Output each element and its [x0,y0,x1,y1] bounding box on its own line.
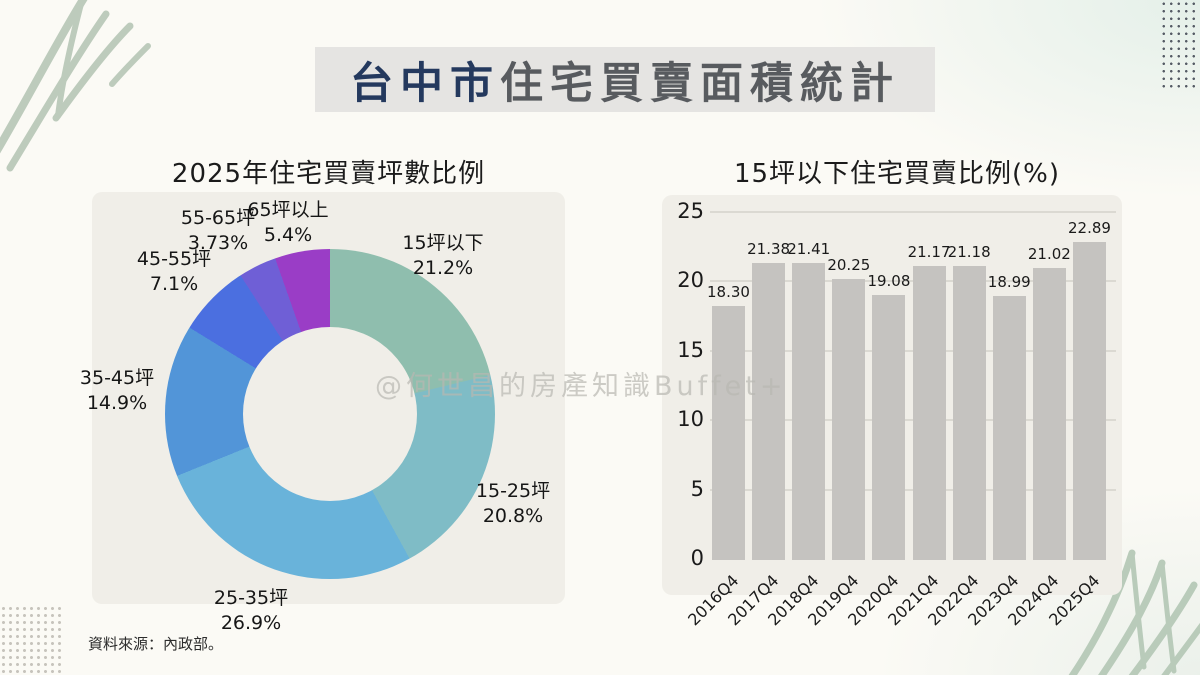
bar-value-label-2019Q4: 20.25 [827,255,871,274]
page-title-city: 台中市 [350,58,500,109]
bar-2018Q4 [792,262,826,560]
source-note: 資料來源：內政部。 [88,635,224,653]
bar-value-label-2025Q4: 22.89 [1068,219,1111,238]
dot-pattern-top-right [1160,0,1200,88]
y-tick-label-5: 5 [690,476,704,501]
bar-2023Q4 [992,296,1026,560]
bar-chart-title: 15坪以下住宅買賣比例(%) [733,159,1061,189]
bar-value-label-2016Q4: 18.30 [707,283,750,301]
bar-x-axis: 2016Q4 2017Q4 2018Q4 2019Q4 2020Q4 2021Q4 2022… [684,567,1106,667]
bar-y-axis: 0 5 10 15 20 25 [662,199,704,570]
donut-chart-panel [92,192,565,604]
bar-value-label-2020Q4: 19.08 [867,272,911,291]
donut-hole [243,327,417,501]
gridline-25 [710,211,1116,213]
bar-2016Q4 [712,306,745,560]
y-tick-label-10: 10 [677,407,704,432]
y-tick-label-0: 0 [690,546,704,570]
bar-plot: 18.30 21.38 21.41 20.25 19.08 21.17 21.18 18.99… [707,211,1116,560]
bar-2021Q4 [912,266,946,560]
bar-value-label-2023Q4: 18.99 [987,273,1031,292]
bar-chart-panel: 0 5 10 15 20 25 18.30 21.38 21.41 20.25 19.08 21.1… [662,195,1122,629]
donut-chart-title: 2025年住宅買賣坪數比例 [171,159,486,189]
bar-2017Q4 [752,263,786,560]
page-title-rest: 住宅買賣面積統計 [500,58,900,109]
brush-stroke-decoration-top-left [0,0,151,172]
bar-value-label-2022Q4: 21.18 [947,243,991,262]
bar-value-label-2021Q4: 21.17 [907,243,951,262]
bar-2024Q4 [1032,268,1066,560]
bar-2025Q4 [1073,242,1106,560]
dot-pattern-bottom-left [0,605,64,675]
bar-value-label-2017Q4: 21.38 [747,240,791,259]
bar-2019Q4 [832,278,866,560]
page-title: 台中市 住宅買賣面積統計 [315,47,935,112]
y-tick-label-20: 20 [677,268,704,293]
y-tick-label-15: 15 [677,337,704,362]
y-tick-label-25: 25 [677,199,704,223]
bar-2020Q4 [872,295,906,560]
bar-value-label-2018Q4: 21.41 [787,239,831,258]
bar-2022Q4 [952,266,986,560]
bar-value-label-2024Q4: 21.02 [1027,245,1071,264]
